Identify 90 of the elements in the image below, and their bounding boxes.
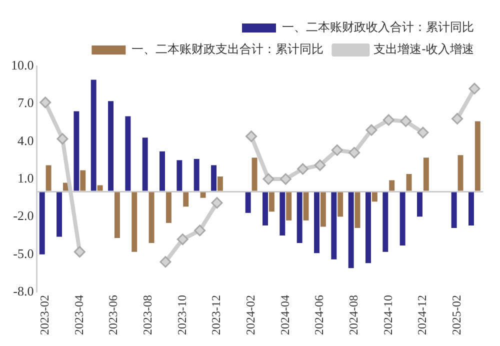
x-tick-label: 2024-04 (278, 295, 292, 336)
bar (194, 158, 200, 191)
x-tick-label: 2023-06 (106, 295, 120, 336)
bar (458, 155, 464, 191)
y-tick-label: 4.0 (18, 132, 34, 148)
bar (303, 192, 309, 220)
y-tick-label: 10.0 (11, 57, 34, 72)
legend-label: 一、二本账财政支出合计：累计同比 (132, 42, 324, 56)
bar (286, 192, 292, 220)
y-tick-label: -2.0 (13, 208, 34, 224)
bar (80, 170, 86, 191)
point (160, 256, 172, 268)
bar (142, 138, 148, 191)
x-tick-label: 2024-10 (380, 295, 395, 336)
bar (331, 192, 337, 260)
bar (314, 192, 320, 254)
y-tick-label: -8.0 (13, 283, 34, 298)
point (366, 124, 378, 136)
point (468, 82, 480, 94)
legend-label: 支出增速-收入增速 (374, 42, 474, 56)
point (331, 144, 343, 156)
x-tick-label: 2023-10 (174, 295, 189, 336)
y-tick-label: -5.0 (13, 246, 34, 261)
bar (423, 158, 429, 191)
point (211, 197, 223, 209)
bar (90, 80, 96, 191)
point (74, 246, 86, 258)
legend-label: 一、二本账财政收入合计：累计同比 (282, 20, 474, 34)
x-tick-label: 2023-04 (72, 295, 86, 336)
bar (108, 101, 114, 191)
bar (132, 192, 138, 252)
point (417, 126, 429, 138)
bar (372, 192, 378, 202)
point (382, 114, 394, 126)
bar (280, 192, 286, 236)
bar (252, 158, 258, 191)
point (246, 130, 258, 142)
bar (245, 192, 251, 213)
x-tick-label: 2024-12 (415, 295, 430, 336)
point (297, 163, 309, 175)
point (194, 224, 206, 236)
x-tick-label: 2023-12 (209, 295, 224, 336)
bar (56, 192, 62, 237)
point (56, 133, 68, 145)
point (280, 173, 292, 185)
point (452, 112, 464, 124)
point (40, 96, 52, 108)
bar (160, 151, 165, 191)
bar (97, 185, 103, 191)
bar (400, 192, 406, 246)
x-tick-label: 2023-02 (37, 295, 52, 336)
bar (166, 192, 172, 223)
bar (114, 192, 120, 238)
x-tick-label: 2024-08 (346, 295, 360, 336)
bar (217, 176, 223, 191)
bar (148, 192, 154, 244)
bar (354, 192, 360, 228)
y-tick-label: 1.0 (18, 170, 34, 186)
bar (176, 160, 182, 191)
point (176, 234, 188, 246)
bar (338, 192, 344, 217)
bar (183, 192, 189, 207)
x-tick-label: 2023-08 (140, 295, 154, 336)
bar (451, 192, 457, 228)
bar (211, 165, 216, 191)
bar (382, 192, 388, 252)
bar (417, 192, 422, 217)
bar (125, 116, 131, 191)
bar (468, 192, 474, 226)
x-tick-label: 2025-02 (449, 295, 464, 336)
bar (74, 111, 80, 191)
bar (262, 192, 268, 226)
bar (474, 121, 480, 191)
bar (406, 174, 412, 191)
x-tick-label: 2024-06 (312, 295, 326, 336)
point (400, 115, 412, 127)
y-tick-label: 7.0 (18, 95, 34, 110)
bar (320, 192, 326, 227)
bar (39, 192, 45, 254)
point (348, 146, 360, 158)
bar (348, 192, 354, 268)
point (314, 159, 326, 171)
bar (268, 192, 274, 212)
point (262, 173, 274, 185)
bar (389, 180, 395, 191)
x-tick-label: 2024-02 (243, 295, 258, 336)
bar (366, 192, 371, 264)
bar (296, 192, 302, 244)
bar (46, 165, 52, 191)
bar (200, 192, 206, 198)
